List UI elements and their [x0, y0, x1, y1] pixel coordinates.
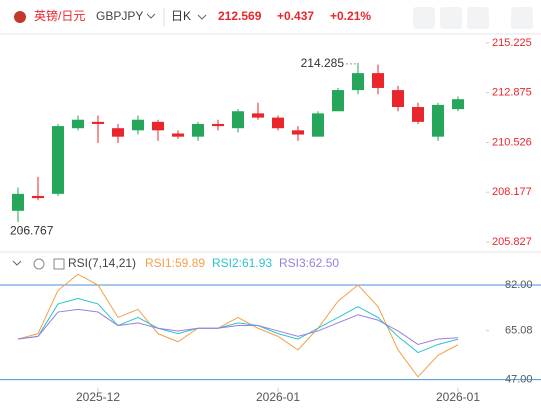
symbol: GBPJPY [96, 9, 143, 23]
candle-body [192, 123, 204, 137]
candle-body [132, 119, 144, 131]
candle-body [352, 73, 364, 91]
tool-button[interactable] [467, 7, 489, 29]
candle-body [432, 104, 444, 137]
candle-body [152, 121, 164, 131]
pair-name: 英镑/日元 [34, 8, 85, 23]
y-tick-label: 65.08 [505, 325, 533, 337]
y-tick-label: 205.827 [492, 236, 532, 248]
rsi-title: RSI(7,14,21) [68, 256, 136, 270]
candle-body [12, 193, 24, 211]
collapse-icon[interactable] [12, 260, 22, 266]
candle-body [392, 90, 404, 108]
candle-body [52, 126, 64, 194]
period-dropdown[interactable] [197, 14, 207, 20]
candle-body [372, 73, 384, 88]
legend-entry: RSI2:61.93 [212, 256, 272, 270]
settings-icon[interactable] [33, 258, 45, 270]
candle-body [32, 195, 44, 199]
candle-body [212, 123, 224, 127]
candle-body [272, 117, 284, 129]
change-pct: +0.21% [330, 9, 371, 23]
candle-body [252, 113, 264, 118]
candle-body [172, 133, 184, 137]
high-label: 214.285 [301, 56, 345, 70]
y-tick-label: 208.177 [492, 186, 532, 198]
candle-body [232, 111, 244, 129]
candle-body [412, 107, 424, 122]
price: 212.569 [218, 9, 262, 23]
legend-entry: RSI3:62.50 [279, 256, 339, 270]
toolbar: 英镑/日元 GBPJPY 日K 212.569 +0.437 +0.21% [0, 7, 541, 35]
rsi-line [17, 273, 459, 378]
change: +0.437 [277, 9, 314, 23]
legend-entry: RSI1:59.89 [145, 256, 205, 270]
fullscreen-button[interactable] [511, 7, 533, 29]
indicator-icon[interactable] [53, 258, 65, 270]
x-tick-label: 2025-12 [76, 390, 120, 404]
y-tick-label: 212.875 [492, 87, 532, 99]
y-tick-label: 210.526 [492, 136, 532, 148]
candle-body [292, 130, 304, 135]
dropdown-icon[interactable] [146, 13, 156, 19]
candle-body [112, 128, 124, 137]
low-label: 206.767 [10, 223, 54, 237]
candle-body [312, 113, 324, 137]
rsi-line [17, 308, 459, 345]
tool-button[interactable] [440, 7, 462, 29]
y-tick-label: 215.225 [492, 37, 532, 49]
period[interactable]: 日K [171, 9, 191, 23]
candle-body [72, 119, 84, 129]
x-tick-label: 2026-01 [256, 390, 300, 404]
candle-body [332, 90, 344, 112]
x-tick-label: 2026-01 [436, 390, 480, 404]
tool-button[interactable] [413, 7, 435, 29]
candle-body [92, 121, 104, 124]
flag-icon [14, 11, 26, 23]
candle-body [452, 99, 464, 110]
